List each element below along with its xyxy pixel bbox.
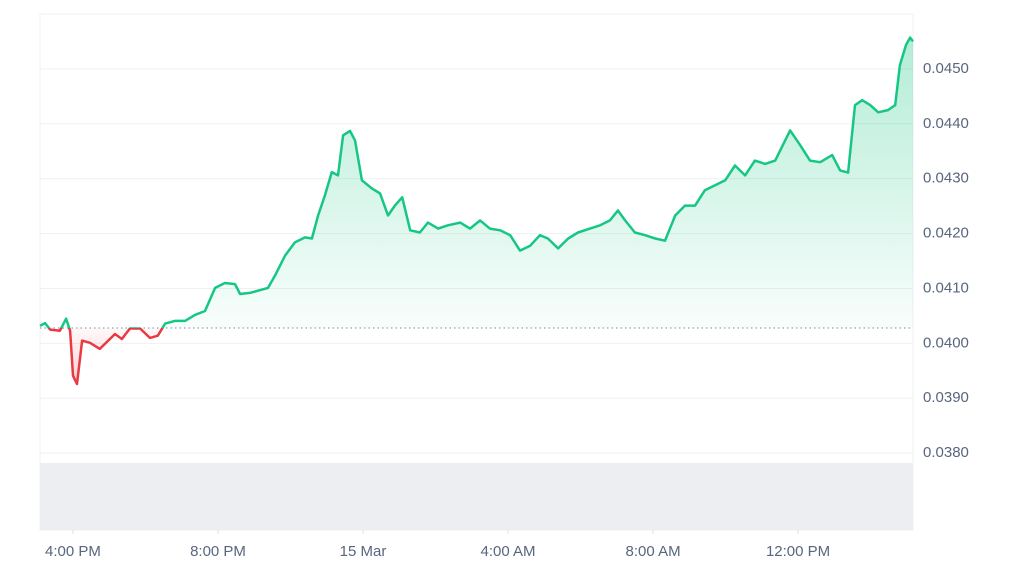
x-tick-label: 15 Mar xyxy=(340,543,387,560)
volume-band xyxy=(40,463,913,530)
y-tick-label: 0.0410 xyxy=(923,279,969,296)
x-tick-label: 8:00 AM xyxy=(626,543,681,560)
x-tick-label: 8:00 PM xyxy=(190,543,246,560)
y-tick-label: 0.0450 xyxy=(923,60,969,77)
y-tick-label: 0.0380 xyxy=(923,444,969,461)
x-tick-label: 12:00 PM xyxy=(766,543,830,560)
x-tick-label: 4:00 PM xyxy=(45,543,101,560)
y-tick-label: 0.0390 xyxy=(923,389,969,406)
price-line xyxy=(39,36,914,386)
x-tick-label: 4:00 AM xyxy=(481,543,536,560)
y-tick-label: 0.0400 xyxy=(923,334,969,351)
y-tick-label: 0.0420 xyxy=(923,225,969,242)
y-tick-label: 0.0430 xyxy=(923,170,969,187)
y-tick-label: 0.0440 xyxy=(923,115,969,132)
area xyxy=(40,37,913,384)
